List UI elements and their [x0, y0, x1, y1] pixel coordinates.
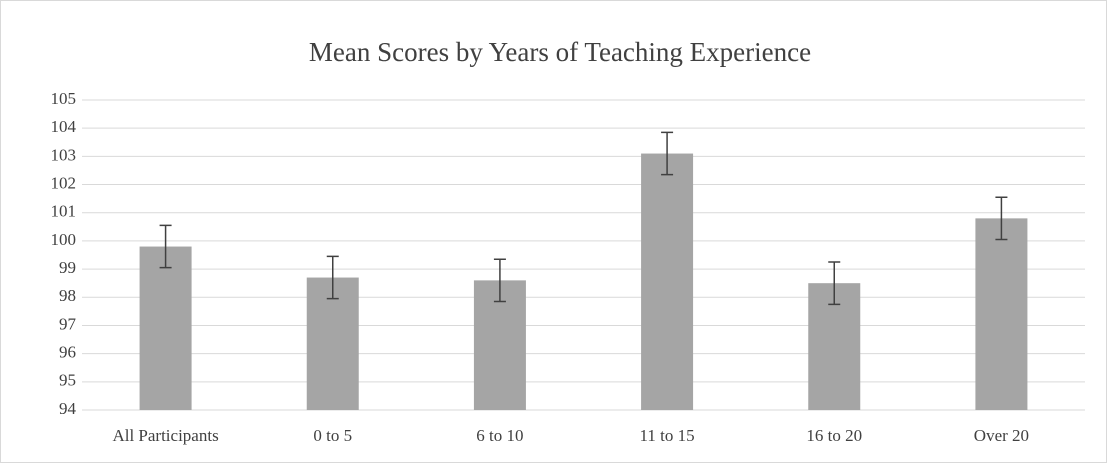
error-bar — [661, 131, 674, 176]
y-tick-label: 101 — [51, 202, 77, 221]
y-tick-label: 104 — [51, 117, 77, 136]
y-tick-label: 103 — [51, 145, 77, 164]
y-tick-label: 95 — [59, 371, 76, 390]
bar — [641, 153, 694, 410]
x-tick-label: 16 to 20 — [806, 426, 862, 445]
y-tick-label: 100 — [51, 230, 77, 249]
chart-title: Mean Scores by Years of Teaching Experie… — [309, 37, 811, 67]
y-tick-label: 102 — [51, 173, 77, 192]
y-tick-label: 105 — [51, 89, 77, 108]
y-tick-label: 94 — [59, 399, 77, 418]
error-bar — [493, 258, 506, 303]
y-tick-label: 96 — [59, 343, 76, 362]
error-bar — [159, 224, 172, 269]
bar — [139, 246, 192, 410]
bar — [306, 277, 359, 410]
x-tick-label: Over 20 — [974, 426, 1029, 445]
y-tick-label: 97 — [59, 314, 77, 333]
bar — [975, 218, 1028, 410]
error-bar — [995, 196, 1008, 241]
y-tick-label: 99 — [59, 258, 76, 277]
y-tick-label: 98 — [59, 286, 76, 305]
error-bar — [828, 261, 841, 306]
x-tick-label: 0 to 5 — [313, 426, 352, 445]
error-bar — [326, 255, 339, 300]
x-tick-label: All Participants — [112, 426, 218, 445]
x-tick-label: 11 to 15 — [640, 426, 695, 445]
x-tick-label: 6 to 10 — [476, 426, 523, 445]
